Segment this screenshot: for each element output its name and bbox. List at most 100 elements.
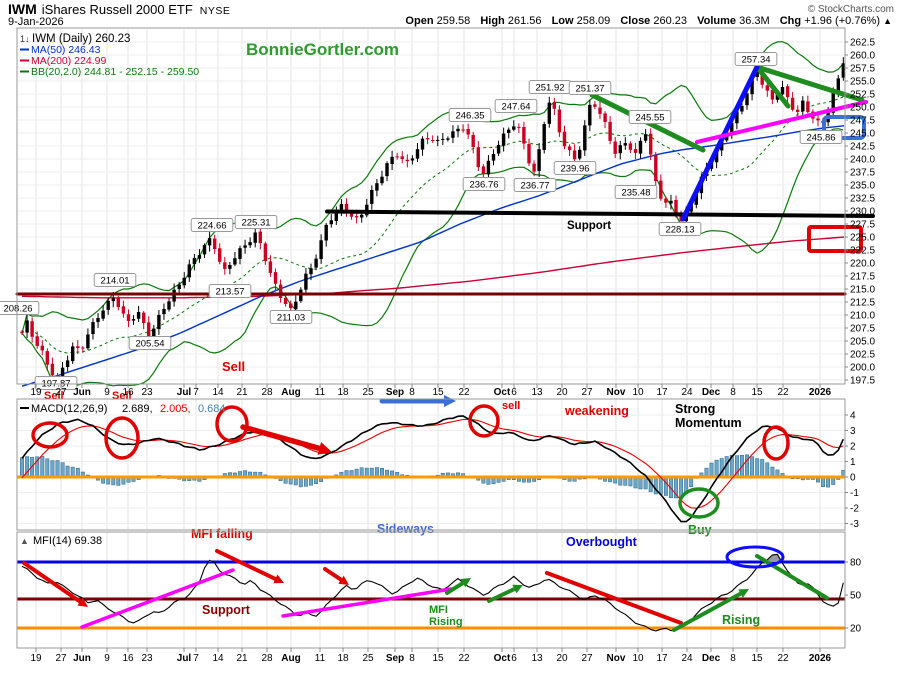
- annotation-arrow-head: [338, 575, 349, 585]
- x-axis-label: 21: [236, 387, 248, 398]
- candle-body: [649, 133, 653, 155]
- candle-body: [562, 131, 567, 147]
- candle-body: [258, 231, 262, 244]
- x-axis-label: Oct: [494, 653, 511, 664]
- annotation-arrow-head: [77, 597, 88, 607]
- candle-body: [182, 277, 186, 286]
- macd-histogram-bar: [765, 462, 770, 478]
- price-label: 257.34: [741, 55, 770, 66]
- candle-body: [136, 312, 141, 319]
- price-axis-label: 217.5: [850, 272, 875, 283]
- x-axis-label: 20: [556, 653, 568, 664]
- price-axis-label: 250.0: [850, 103, 875, 114]
- candle-body: [187, 264, 191, 278]
- candle-body: [334, 210, 338, 221]
- x-axis-label: Aug: [281, 387, 300, 398]
- x-axis-label: Jul: [177, 387, 192, 398]
- candle-body: [501, 133, 506, 146]
- candle-body: [106, 300, 110, 310]
- price-axis-label: 230.0: [850, 207, 875, 218]
- price-axis-label: 202.5: [850, 350, 875, 361]
- mfi-annotation-line: [281, 587, 453, 618]
- price-axis-label: 245.0: [850, 129, 875, 140]
- mfi-axis-label: 50: [850, 591, 862, 602]
- candle-body: [735, 111, 739, 124]
- macd-annotation-text: Strong: [675, 402, 715, 416]
- macd-axis-label: 0: [850, 473, 856, 484]
- x-axis-label: Jun: [73, 387, 91, 398]
- inspect-icon: 1↓: [20, 34, 30, 44]
- mfi-annotation-text: MFI falling: [191, 527, 253, 541]
- legend-ma50: MA(50) 246.43: [31, 44, 101, 56]
- candle-body: [638, 140, 643, 154]
- candle-body: [131, 319, 136, 321]
- bb-upper-band: [21, 41, 844, 334]
- price-axis-label: 225.0: [850, 233, 875, 244]
- x-axis-label: 2026: [809, 653, 832, 664]
- x-axis-label: 23: [141, 653, 153, 664]
- x-axis-label: Oct: [494, 387, 511, 398]
- price-label: 224.66: [197, 221, 226, 232]
- candle-body: [740, 105, 744, 112]
- x-axis-label: 15: [432, 387, 444, 398]
- security-name: iShares Russell 2000 ETF: [41, 2, 193, 17]
- candle-body: [522, 127, 526, 144]
- annotation-arrow-head: [738, 589, 749, 598]
- main-annotation-box: [822, 115, 866, 140]
- x-axis-label: 25: [362, 653, 374, 664]
- price-label: 236.76: [469, 180, 498, 191]
- price-axis-label: 210.0: [850, 311, 875, 322]
- candle-body: [796, 109, 800, 112]
- candle-body: [770, 89, 775, 100]
- candle-body: [71, 346, 75, 362]
- x-axis-label: 19: [30, 387, 42, 398]
- candle-body: [517, 126, 521, 128]
- price-label: 214.01: [100, 276, 129, 287]
- x-axis-label: 2026: [809, 387, 832, 398]
- x-axis-label: 15: [432, 653, 444, 664]
- exchange-label: NYSE: [199, 5, 231, 17]
- candle-body: [780, 87, 785, 95]
- x-axis-label: Nov: [607, 387, 626, 398]
- macd-histogram-bar: [50, 460, 55, 478]
- candle-body: [121, 306, 126, 314]
- legend-mfi: MFI(14) 69.38: [33, 535, 102, 547]
- candle-body: [65, 360, 70, 367]
- mfi-annotation-text: Overbought: [566, 535, 638, 549]
- candle-body: [390, 156, 394, 164]
- macd-histogram-bar: [750, 456, 755, 478]
- macd-histogram-bar: [633, 476, 638, 489]
- candle-body: [218, 248, 222, 262]
- high-label: High: [480, 15, 505, 27]
- x-axis-label: 24: [681, 653, 693, 664]
- candle-body: [613, 141, 617, 154]
- candle-body: [572, 150, 577, 160]
- candle-body: [25, 320, 29, 333]
- macd-axis-label: 2: [850, 442, 856, 453]
- price-axis-label: 247.5: [850, 116, 875, 127]
- price-axis-label: 255.0: [850, 77, 875, 88]
- price-axis-label: 205.0: [850, 337, 875, 348]
- price-label: 245.86: [806, 133, 835, 144]
- candle-body: [339, 204, 344, 210]
- price-label: 228.13: [665, 225, 694, 236]
- price-label-box: [128, 336, 172, 350]
- x-axis-label: 20: [556, 387, 568, 398]
- macd-histogram-bar: [709, 462, 714, 478]
- macd-histogram-bar: [60, 462, 65, 478]
- mfi-panel-frame: [16, 531, 846, 649]
- candle-body: [725, 134, 729, 141]
- candle-body: [329, 220, 333, 225]
- x-axis-label: 9: [104, 653, 110, 664]
- annotation-arrow: [445, 581, 465, 595]
- macd-histogram-bar: [658, 476, 663, 495]
- x-axis-label: 10: [632, 653, 644, 664]
- macd-panel-frame: [16, 398, 846, 531]
- x-axis-label: Aug: [281, 653, 300, 664]
- candle-body: [567, 146, 572, 151]
- annotation-arrow: [22, 561, 83, 604]
- price-label: 235.48: [621, 188, 650, 199]
- macd-histogram-bar: [65, 465, 70, 478]
- candle-body: [841, 63, 845, 78]
